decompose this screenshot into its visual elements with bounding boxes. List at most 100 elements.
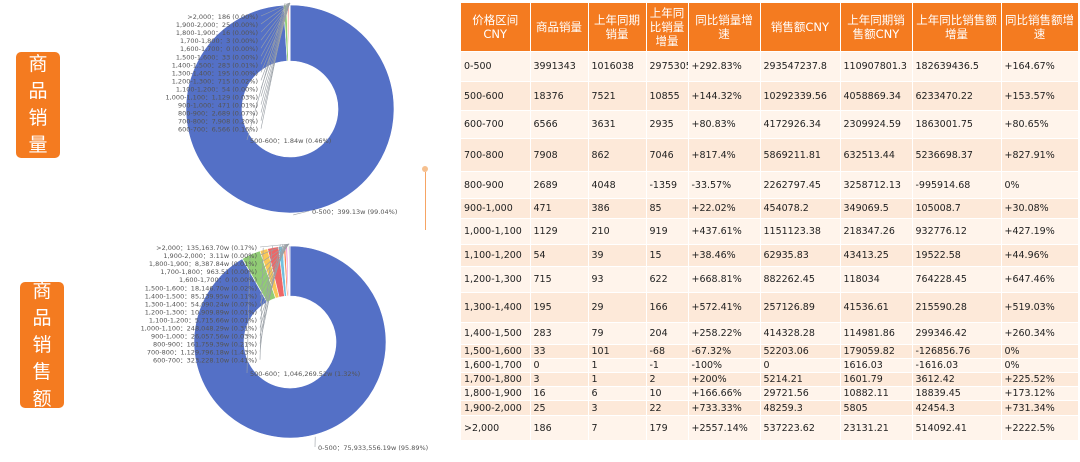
- table-cell: 299346.42: [912, 322, 1002, 345]
- table-cell: 1,100-1,200: [461, 244, 531, 267]
- table-cell: 54: [530, 244, 589, 267]
- slice-label: >2,000：186 (0.00%): [187, 13, 258, 21]
- table-cell: 1616.03: [840, 358, 913, 373]
- table-cell: 1,700-1,800: [461, 372, 531, 387]
- slice-label: 1,700-1,800：3 (0.00%): [180, 37, 258, 45]
- table-cell: 2975305: [646, 51, 689, 82]
- label-leader-line: [260, 2, 290, 97]
- table-cell: 6: [588, 386, 647, 401]
- table-cell: +144.32%: [688, 81, 761, 111]
- table-cell: 204: [646, 322, 689, 345]
- table-row: >2,000 186 7 179 +2557.14% 537223.62 23131.21 5…: [461, 415, 1079, 441]
- table-cell: 2: [646, 372, 689, 387]
- table-row: 0-500 3991343 1016038 2975305 +292.83% 293547…: [461, 51, 1079, 82]
- table-cell: 700-800: [461, 138, 531, 172]
- table-cell: 7: [588, 415, 647, 441]
- column-header: 同比销售额增速: [1001, 3, 1079, 52]
- slice-label: 1,900-2,000：25 (0.00%): [176, 21, 258, 29]
- table-cell: 10: [646, 386, 689, 401]
- slice-label: 1,500-1,600：33 (0.00%): [176, 53, 258, 61]
- table-cell: 25: [530, 400, 589, 416]
- slice-label: 1,400-1,500：85,139.95w (0.11%): [145, 292, 257, 300]
- table-cell: 22: [646, 400, 689, 416]
- table-cell: 2935: [646, 110, 689, 139]
- table-cell: >2,000: [461, 415, 531, 441]
- badge-char: 商: [32, 279, 52, 302]
- slice-label: 800-900：2,689 (0.07%): [178, 110, 258, 118]
- column-header: 上年同期销售额CNY: [840, 3, 913, 52]
- label-leader-line: [246, 252, 251, 374]
- table-cell: 3631: [588, 110, 647, 139]
- table-cell: 2309924.59: [840, 110, 913, 139]
- column-header: 同比销量增速: [688, 3, 761, 52]
- table-cell: +827.91%: [1001, 138, 1079, 172]
- label-leader-line: [259, 243, 290, 288]
- table-cell: 43413.25: [840, 244, 913, 267]
- slice-label: 1,800-1,900：8,387.84w (0.01%): [149, 260, 257, 268]
- slice-label: 1,600-1,700：0 (0.00%): [179, 276, 257, 284]
- column-header: 上年同期销量: [588, 3, 647, 52]
- table-cell: 2689: [530, 171, 589, 199]
- table-cell: 4172926.34: [760, 110, 841, 139]
- label-leader-line: [260, 2, 291, 81]
- table-cell: 0-500: [461, 51, 531, 82]
- table-cell: 118034: [840, 266, 913, 293]
- table-cell: +173.12%: [1001, 386, 1079, 401]
- badge-char: 售: [32, 360, 52, 383]
- table-cell: +44.96%: [1001, 244, 1079, 267]
- table-cell: 5236698.37: [912, 138, 1002, 172]
- table-cell: 1,600-1,700: [461, 358, 531, 373]
- table-cell: 218347.26: [840, 218, 913, 245]
- label-leader-line: [259, 243, 290, 272]
- table-cell: +164.67%: [1001, 51, 1079, 82]
- slice-label: 900-1,000：26,057.56w (0.03%): [151, 333, 257, 341]
- table-cell: 10882.11: [840, 386, 913, 401]
- table-cell: 932776.12: [912, 218, 1002, 245]
- slice-label: 800-900：161,759.39w (0.21%): [153, 341, 257, 349]
- table-cell: 7046: [646, 138, 689, 172]
- table-row: 500-600 18376 7521 10855 +144.32% 10292339.56…: [461, 81, 1079, 111]
- badge-char: 品: [32, 306, 52, 329]
- sales-revenue-donut-chart: 0-500：75,933,556.19w (95.89%) 500-600：1,0…: [141, 243, 428, 452]
- column-header: 商品销量: [530, 3, 589, 52]
- table-row: 1,200-1,300 715 93 622 +668.81% 882262.45 1180…: [461, 266, 1079, 293]
- table-cell: 537223.62: [760, 415, 841, 441]
- label-leader-line: [259, 243, 289, 296]
- table-cell: -126856.76: [912, 344, 1002, 359]
- table-cell: +258.22%: [688, 322, 761, 345]
- label-leader-line: [246, 3, 286, 141]
- table-cell: 105008.7: [912, 198, 1002, 219]
- donut-slice: [193, 245, 387, 439]
- table-cell: 179059.82: [840, 344, 913, 359]
- sales-volume-donut-chart: 0-500：399.13w (99.04%) 500-600：1.84w (0.4…: [166, 2, 397, 216]
- label-leader-line: [260, 2, 291, 89]
- qty-section-badge: 商品销量: [16, 52, 60, 158]
- table-cell: 0: [760, 358, 841, 373]
- table-cell: 16: [530, 386, 589, 401]
- table-cell: 114981.86: [840, 322, 913, 345]
- slice-label: 1,100-1,200：5,715.66w (0.01%): [149, 316, 257, 324]
- table-cell: -100%: [688, 358, 761, 373]
- table-cell: 1: [588, 372, 647, 387]
- donut-slice: [185, 4, 395, 214]
- table-cell: 1863001.75: [912, 110, 1002, 139]
- table-cell: +733.33%: [688, 400, 761, 416]
- table-cell: 0%: [1001, 344, 1079, 359]
- table-cell: 1,400-1,500: [461, 322, 531, 345]
- table-cell: 5869211.81: [760, 138, 841, 172]
- table-cell: 110907801.3: [840, 51, 913, 82]
- table-cell: +153.57%: [1001, 81, 1079, 111]
- label-leader-line: [260, 2, 291, 41]
- donut-slice: [288, 245, 291, 297]
- table-row: 1,600-1,700 0 1 -1 -100% 0 1616.03 -1616.03 0%: [461, 358, 1079, 373]
- table-cell: 764228.45: [912, 266, 1002, 293]
- table-cell: 3991343: [530, 51, 589, 82]
- table-cell: 862: [588, 138, 647, 172]
- slice-label: 0-500：399.13w (99.04%): [312, 208, 397, 216]
- table-cell: -67.32%: [688, 344, 761, 359]
- table-cell: 23131.21: [840, 415, 913, 441]
- table-row: 1,100-1,200 54 39 15 +38.46% 62935.83 43413.25…: [461, 244, 1079, 267]
- label-leader-line: [260, 2, 291, 49]
- table-cell: 7521: [588, 81, 647, 111]
- table-cell: 1,900-2,000: [461, 400, 531, 416]
